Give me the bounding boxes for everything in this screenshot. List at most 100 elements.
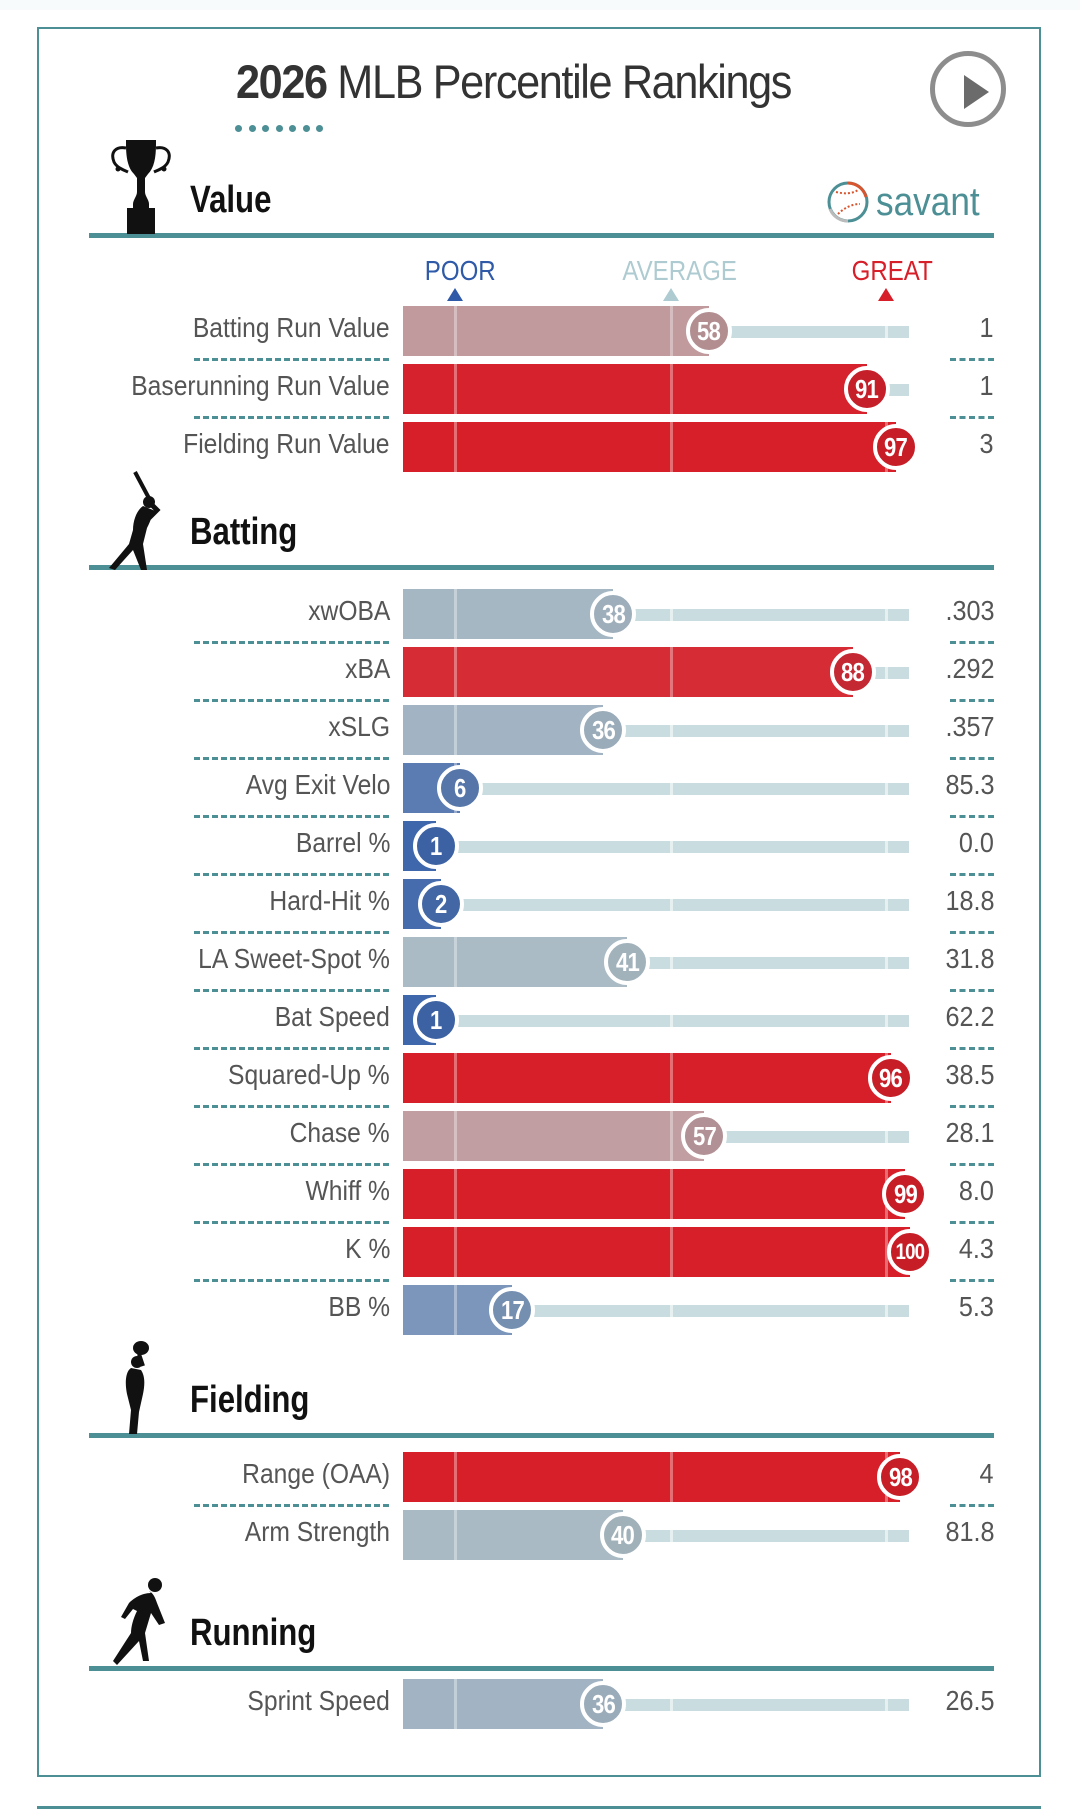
percentile-bar[interactable]: [403, 1111, 705, 1161]
percentile-bubble[interactable]: 1: [412, 823, 459, 869]
guide-line: [669, 1053, 673, 1103]
row-divider: [950, 416, 994, 419]
row-divider: [950, 358, 994, 361]
metric-label: Batting Run Value: [193, 312, 390, 343]
metric-row: Avg Exit Velo 6 85.3: [0, 763, 1080, 813]
percentile-bubble[interactable]: 91: [843, 366, 890, 412]
guide-line: [669, 1227, 673, 1277]
guide-line: [885, 667, 889, 679]
row-divider: [194, 1279, 389, 1282]
percentile-bar[interactable]: [403, 647, 853, 697]
percentile-track: [627, 957, 909, 969]
title-year: 2026: [236, 55, 328, 108]
percentile-value: 36: [591, 714, 616, 745]
percentile-bubble[interactable]: 97: [872, 424, 919, 470]
fielder-icon: [117, 1340, 157, 1445]
percentile-bar[interactable]: [403, 1452, 901, 1502]
percentile-value: 88: [841, 656, 865, 687]
percentile-bubble[interactable]: 99: [882, 1171, 929, 1217]
legend-label-poor: POOR: [425, 255, 497, 286]
guide-line: [669, 1530, 673, 1542]
row-divider: [194, 1221, 389, 1224]
metric-value: .303: [944, 595, 994, 626]
percentile-bubble[interactable]: 98: [877, 1454, 924, 1500]
metric-row: Fielding Run Value 97 3: [0, 422, 1080, 472]
row-divider: [194, 815, 389, 818]
percentile-bubble[interactable]: 58: [685, 308, 732, 354]
metric-label: Baserunning Run Value: [131, 370, 390, 401]
percentile-bubble[interactable]: 96: [867, 1055, 914, 1101]
play-icon: [964, 75, 989, 109]
percentile-bubble[interactable]: 88: [829, 649, 876, 695]
trophy-icon: [108, 138, 174, 239]
guide-line: [885, 841, 889, 853]
play-button[interactable]: [930, 51, 1006, 127]
metric-value: 31.8: [944, 943, 994, 974]
percentile-bar[interactable]: [403, 422, 896, 472]
guide-line: [885, 1699, 889, 1711]
metric-row: xwOBA 38 .303: [0, 589, 1080, 639]
guide-line: [669, 1169, 673, 1219]
savant-logo[interactable]: savant: [826, 174, 994, 230]
metric-label: xwOBA: [307, 595, 390, 626]
section-title: Fielding: [190, 1379, 310, 1421]
percentile-bar[interactable]: [403, 364, 867, 414]
percentile-bubble[interactable]: 41: [604, 939, 651, 985]
brand-name: savant: [876, 179, 980, 224]
section-header-fielding: Fielding: [89, 1338, 994, 1438]
metric-label: Range (OAA): [242, 1458, 390, 1489]
guide-line: [885, 899, 889, 911]
metric-row: Bat Speed 1 62.2: [0, 995, 1080, 1045]
percentile-bar[interactable]: [403, 705, 604, 755]
percentile-bubble[interactable]: 36: [580, 707, 627, 753]
metric-label: BB %: [328, 1291, 390, 1322]
guide-line: [453, 705, 457, 755]
row-divider: [950, 641, 994, 644]
metric-row: Barrel % 1 0.0: [0, 821, 1080, 871]
metric-value: 18.8: [944, 885, 994, 916]
percentile-bar[interactable]: [403, 1169, 906, 1219]
metric-value: 62.2: [944, 1001, 994, 1032]
row-divider: [950, 1047, 994, 1050]
row-divider: [950, 699, 994, 702]
metric-label: Hard-Hit %: [269, 885, 390, 916]
section-rule: [89, 233, 994, 238]
percentile-track: [603, 725, 909, 737]
percentile-value: 38: [601, 598, 626, 629]
row-divider: [194, 416, 389, 419]
percentile-bubble[interactable]: 36: [580, 1681, 627, 1727]
row-divider: [194, 358, 389, 361]
metric-label: LA Sweet-Spot %: [198, 943, 390, 974]
legend-marker-poor-icon: [446, 288, 463, 301]
percentile-value: 57: [692, 1120, 717, 1151]
percentile-value: 97: [884, 431, 908, 462]
guide-line: [453, 589, 457, 639]
percentile-track: [512, 1305, 909, 1317]
percentile-bubble[interactable]: 1: [412, 997, 459, 1043]
percentile-bar[interactable]: [403, 1679, 604, 1729]
metric-value: 85.3: [944, 769, 994, 800]
percentile-bubble[interactable]: 100: [887, 1229, 933, 1275]
percentile-bar[interactable]: [403, 937, 628, 987]
metric-row: Chase % 57 28.1: [0, 1111, 1080, 1161]
top-strip: [0, 0, 1080, 10]
percentile-bubble[interactable]: 38: [590, 591, 637, 637]
percentile-bubble[interactable]: 17: [489, 1287, 536, 1333]
metric-value: 4: [979, 1458, 994, 1489]
guide-line: [453, 647, 457, 697]
percentile-bubble[interactable]: 57: [681, 1113, 728, 1159]
percentile-bubble[interactable]: 6: [436, 765, 483, 811]
percentile-bar[interactable]: [403, 1510, 623, 1560]
guide-line: [885, 1305, 889, 1317]
row-divider: [950, 873, 994, 876]
metric-value: 1: [979, 312, 994, 343]
guide-line: [453, 1169, 457, 1219]
percentile-bar[interactable]: [403, 589, 614, 639]
percentile-bar[interactable]: [403, 1227, 910, 1277]
percentile-bar[interactable]: [403, 306, 709, 356]
guide-line: [453, 1510, 457, 1560]
percentile-bubble[interactable]: 40: [599, 1512, 646, 1558]
percentile-bar[interactable]: [403, 1053, 891, 1103]
row-divider: [194, 641, 389, 644]
percentile-bubble[interactable]: 2: [417, 881, 464, 927]
